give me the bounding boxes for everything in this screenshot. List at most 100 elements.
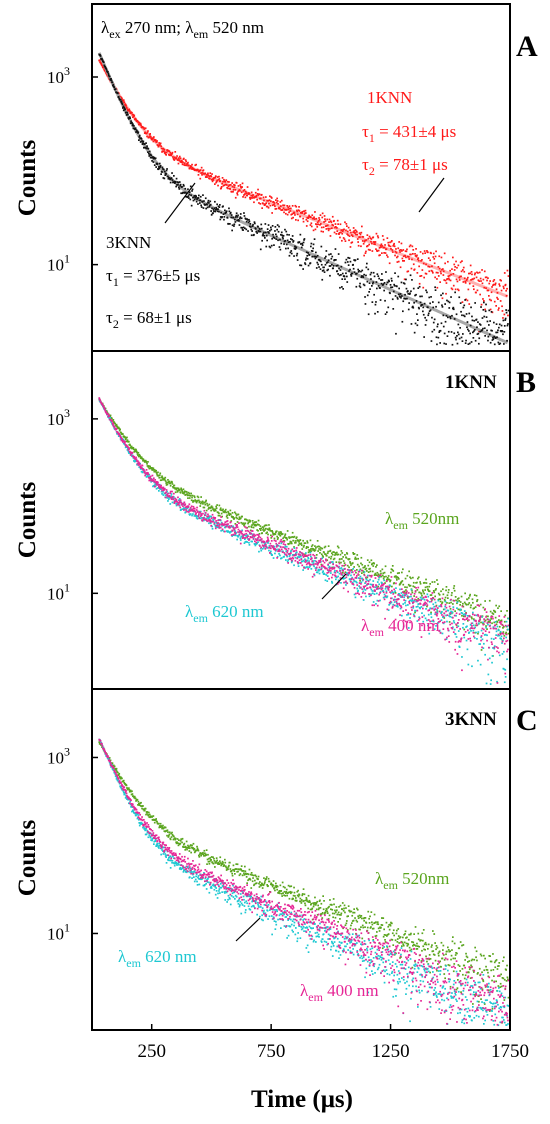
data-point [452,603,454,605]
data-point [259,203,262,205]
data-point [171,179,174,181]
data-point [150,480,152,483]
data-point [463,633,466,636]
data-point [219,519,222,521]
data-point [500,620,503,623]
data-point [473,288,475,291]
data-point [225,211,228,214]
data-point [395,577,398,579]
data-point [478,643,481,645]
data-point [217,511,219,514]
data-point [193,507,196,510]
data-point [322,266,324,269]
data-point [346,553,349,555]
data-point [280,892,283,895]
data-point [316,540,319,542]
data-point [220,529,222,532]
data-point [406,270,409,273]
data-point [475,594,478,597]
data-point [353,587,356,589]
data-point [224,508,227,511]
data-point [385,575,387,578]
data-point [314,549,317,551]
data-point [225,511,228,514]
data-point [148,476,150,479]
data-point [506,650,508,653]
data-point [121,103,124,105]
data-point [149,156,152,159]
data-point [184,493,187,496]
data-point [478,622,480,625]
data-point [442,628,445,630]
data-point [291,531,294,534]
data-point [231,224,234,227]
data-point [378,277,380,280]
data-point [407,612,410,614]
data-point [493,335,496,338]
data-point [271,237,273,240]
data-point [209,203,212,206]
data-point [301,554,304,557]
data-point [146,135,148,138]
data-point [163,168,165,171]
data-point [313,550,316,552]
data-point [485,276,488,279]
data-point [230,530,233,533]
data-point [245,220,248,223]
data-point [283,243,285,245]
data-point [371,285,373,287]
data-point [238,533,241,536]
data-point [260,884,263,887]
data-point [155,480,157,483]
data-point [442,593,445,596]
data-point [407,255,409,258]
data-point [239,213,242,215]
data-point [289,890,292,893]
data-point [305,899,307,902]
data-point [117,92,119,95]
data-point [116,432,118,435]
data-point [290,207,292,210]
data-point [480,636,482,639]
data-point [220,187,222,190]
data-point [452,256,454,259]
data-point [388,578,390,581]
data-point [225,869,228,871]
data-point [447,591,450,594]
data-point [502,285,505,288]
data-point [113,427,116,429]
data-point [361,225,363,228]
data-point [251,536,253,539]
data-point [407,595,409,598]
data-point [222,180,224,183]
data-point [457,323,460,326]
data-point [290,250,293,252]
data-point [134,117,137,120]
data-point [149,478,152,481]
data-point [210,214,213,216]
data-point [436,614,438,617]
data-point [370,593,372,595]
data-point [146,147,149,149]
data-point [166,494,169,497]
data-point [142,459,144,462]
data-point [165,482,167,484]
data-point [399,594,402,597]
data-point [236,216,239,218]
data-point [406,586,408,589]
data-point [443,617,446,619]
data-point [249,529,252,532]
data-point [396,261,399,263]
data-point [193,198,196,201]
data-point [475,620,477,622]
data-point [263,546,265,549]
data-point [332,224,334,227]
data-point [161,171,163,173]
data-point [416,324,419,327]
data-point [113,86,116,88]
data-point [302,888,305,890]
data-point [483,270,486,273]
data-point [278,891,280,893]
data-point [231,185,234,188]
data-point [380,585,382,588]
